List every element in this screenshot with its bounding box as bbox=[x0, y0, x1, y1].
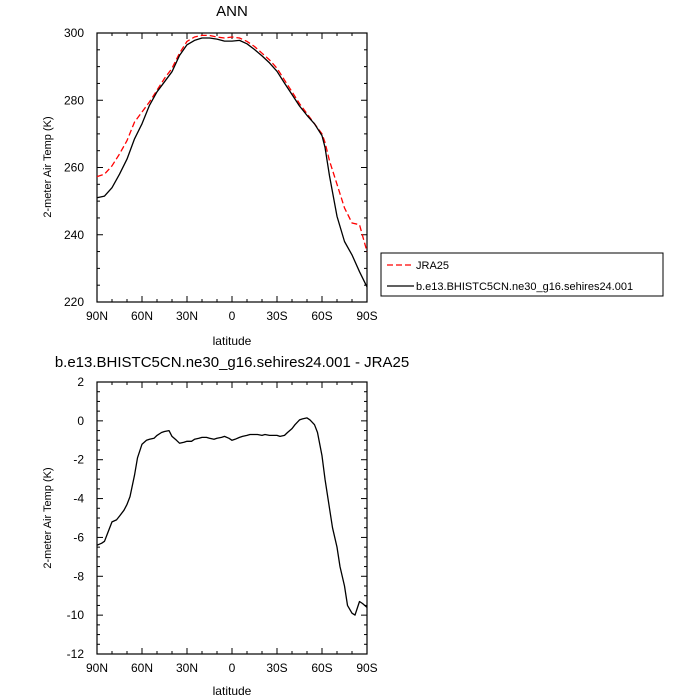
top-y-tick-labels: 220 240 260 280 300 bbox=[64, 26, 84, 309]
top-plot-frame bbox=[96, 32, 368, 303]
bottom-x-tick-label: 30N bbox=[176, 661, 198, 675]
bottom-x-tick-label: 0 bbox=[229, 661, 236, 675]
top-x-axis-label: latitude bbox=[213, 334, 252, 348]
top-x-tick-label: 60S bbox=[311, 309, 332, 323]
legend-box bbox=[380, 252, 664, 297]
bottom-y-tick-label: -6 bbox=[73, 530, 84, 544]
top-y-tick-label: 240 bbox=[64, 228, 84, 242]
bottom-plot-frame bbox=[96, 381, 368, 655]
top-series-lines bbox=[96, 34, 368, 288]
top-panel: ANN 90N 60N 30N 0 30S 60S 90S 220240260280300 … bbox=[42, 3, 378, 348]
top-x-tick-labels: 90N 60N 30N 0 30S 60S 90S bbox=[86, 309, 378, 323]
bottom-series-lines bbox=[96, 417, 368, 616]
top-x-tick-label: 90N bbox=[86, 309, 108, 323]
top-series-line-0 bbox=[96, 34, 368, 252]
top-y-axis-label: 2-meter Air Temp (K) bbox=[42, 116, 54, 217]
bottom-panel: b.e13.BHISTC5CN.ne30_g16.sehires24.001 -… bbox=[42, 354, 409, 698]
bottom-y-tick-label: -12 bbox=[67, 647, 85, 661]
bottom-y-tick-label: 2 bbox=[77, 375, 84, 389]
top-chart-title: ANN bbox=[216, 3, 248, 20]
top-y-tick-label: 280 bbox=[64, 93, 84, 107]
legend-label-jra25: JRA25 bbox=[416, 260, 449, 272]
top-y-tick-label: 260 bbox=[64, 161, 84, 175]
bottom-x-axis-label: latitude bbox=[213, 684, 252, 698]
bottom-x-tick-label: 90N bbox=[86, 661, 108, 675]
top-x-tick-label: 90S bbox=[356, 309, 377, 323]
bottom-y-tick-label: 0 bbox=[77, 414, 84, 428]
top-x-tick-label: 30N bbox=[176, 309, 198, 323]
bottom-y-tick-label: -8 bbox=[73, 569, 84, 583]
bottom-x-tick-label: 90S bbox=[356, 661, 377, 675]
bottom-y-tick-labels: -12 -10 -8 -6 -4 -2 0 2 bbox=[67, 375, 85, 661]
legend: JRA25 b.e13.BHISTC5CN.ne30_g16.sehires24… bbox=[380, 252, 664, 297]
bottom-axis-ticks bbox=[96, 381, 368, 655]
bottom-x-tick-label: 60N bbox=[131, 661, 153, 675]
bottom-y-tick-label: -2 bbox=[73, 453, 84, 467]
bottom-x-tick-label: 30S bbox=[266, 661, 287, 675]
bottom-y-axis-label: 2-meter Air Temp (K) bbox=[42, 467, 54, 568]
bottom-y-tick-label: -10 bbox=[67, 608, 85, 622]
top-y-tick-label: 300 bbox=[64, 26, 84, 40]
top-x-tick-label: 60N bbox=[131, 309, 153, 323]
bottom-chart-title: b.e13.BHISTC5CN.ne30_g16.sehires24.001 -… bbox=[55, 354, 409, 371]
top-x-tick-label: 30S bbox=[266, 309, 287, 323]
bottom-series-line-0 bbox=[96, 417, 368, 616]
top-y-tick-label: 220 bbox=[64, 295, 84, 309]
legend-label-model: b.e13.BHISTC5CN.ne30_g16.sehires24.001 bbox=[416, 281, 633, 293]
top-series-line-1 bbox=[96, 37, 368, 288]
bottom-y-tick-label: -4 bbox=[73, 492, 84, 506]
bottom-x-tick-label: 60S bbox=[311, 661, 332, 675]
top-axis-ticks bbox=[96, 32, 368, 303]
top-x-tick-label: 0 bbox=[229, 309, 236, 323]
bottom-x-tick-labels: 90N 60N 30N 0 30S 60S 90S bbox=[86, 661, 378, 675]
